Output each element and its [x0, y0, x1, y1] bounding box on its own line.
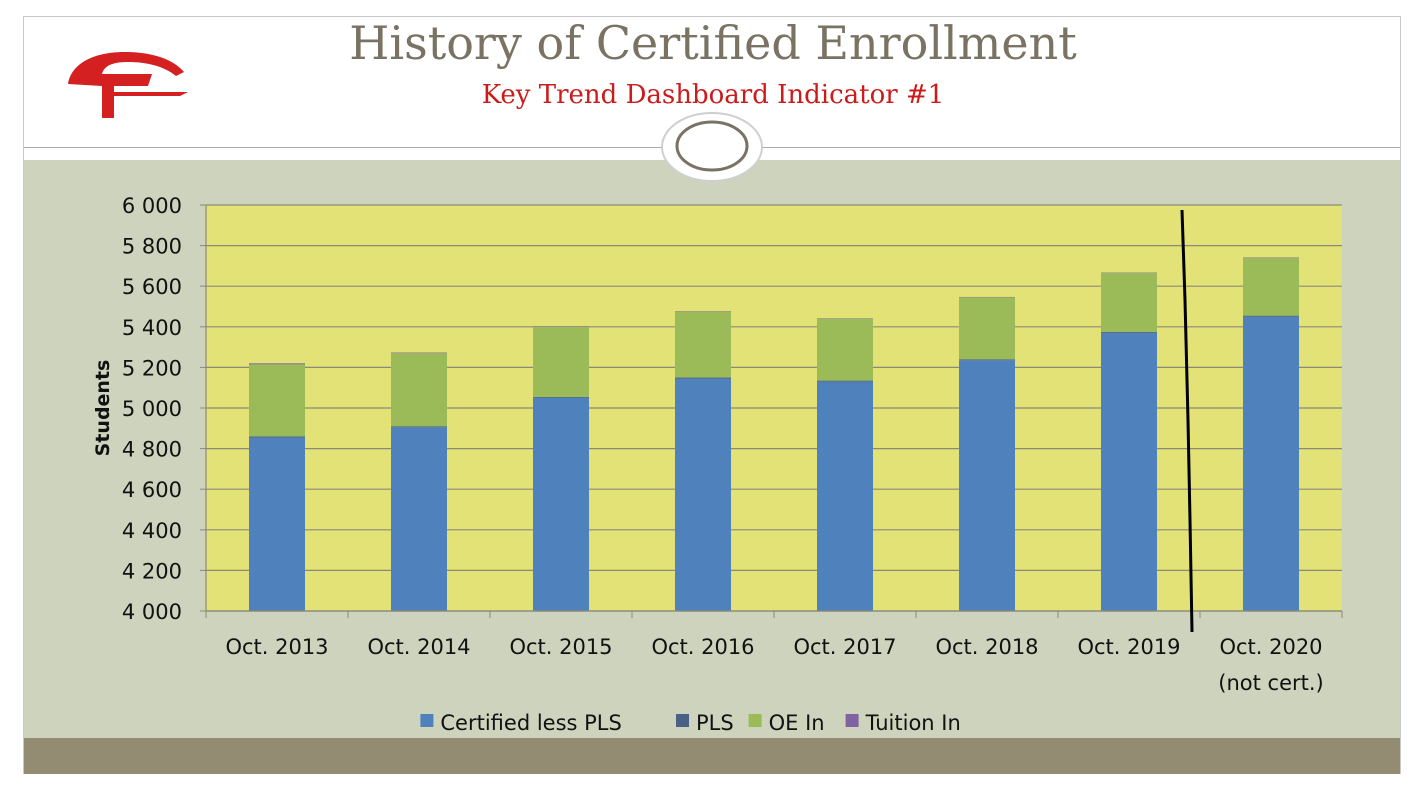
- legend-label: Certified less PLS: [440, 711, 621, 735]
- y-tick-label: 4 600: [122, 478, 182, 502]
- x-tick-labels: Oct. 2013 Oct. 2014 Oct. 2015 Oct. 2016 Oct.…: [225, 635, 1323, 695]
- x-tick-label: Oct. 2018: [935, 635, 1038, 659]
- bar-pls: [249, 436, 305, 438]
- legend-label: OE In: [769, 711, 825, 735]
- logo: [68, 52, 188, 118]
- bar-oe-in: [533, 326, 589, 397]
- forecast-divider-line: [1180, 209, 1194, 633]
- bar-certified-less-pls: [533, 397, 589, 611]
- y-tick-label: 4 400: [122, 519, 182, 543]
- bar-oe-in: [817, 318, 873, 381]
- y-tick-label: 4 800: [122, 438, 182, 462]
- x-tick-label: Oct. 2016: [651, 635, 754, 659]
- y-tick-label: 5 000: [122, 397, 182, 421]
- y-tick-label: 5 800: [122, 235, 182, 259]
- legend-swatch: [845, 714, 859, 727]
- x-tick-label: Oct. 2020: [1219, 635, 1322, 659]
- page-subtitle: Key Trend Dashboard Indicator #1: [481, 80, 945, 110]
- x-tick-label: (not cert.): [1218, 671, 1323, 695]
- bar-oe-in: [249, 364, 305, 437]
- bar-certified-less-pls: [249, 437, 305, 611]
- y-tick-label: 4 000: [122, 600, 182, 624]
- y-tick-label: 4 200: [122, 559, 182, 583]
- bar-certified-less-pls: [391, 427, 447, 611]
- legend-swatch: [676, 714, 689, 727]
- bar-certified-less-pls: [1101, 332, 1157, 611]
- bar-pls: [391, 426, 447, 428]
- header-ornament: [661, 112, 763, 182]
- bar-pls: [533, 396, 589, 398]
- bar-oe-in: [1101, 273, 1157, 332]
- page-title: History of Certified Enrollment: [349, 16, 1077, 70]
- y-axis-label: Students: [92, 360, 114, 457]
- legend-label: Tuition In: [865, 711, 961, 735]
- bar-pls: [959, 359, 1015, 361]
- bar-certified-less-pls: [1243, 316, 1299, 611]
- y-tick-label: 5 400: [122, 316, 182, 340]
- legend: Certified less PLS PLS OE In Tuition In: [420, 711, 961, 735]
- legend-swatch: [420, 714, 434, 727]
- x-tick-label: Oct. 2014: [367, 635, 470, 659]
- x-tick-label: Oct. 2019: [1077, 635, 1180, 659]
- fairfield-f-logo-icon: [68, 52, 188, 118]
- bar-pls: [1101, 331, 1157, 333]
- y-tick-label: 5 600: [122, 275, 182, 299]
- x-tick-label: Oct. 2015: [509, 635, 612, 659]
- y-tick-labels: 4 000 4 200 4 400 4 600 4 800 5 000 5 200 5 400…: [122, 194, 182, 624]
- x-tick-label: Oct. 2017: [793, 635, 896, 659]
- bar-tuition-in: [391, 352, 447, 354]
- footer-band: [24, 738, 1400, 774]
- ornament-inner-ring: [675, 120, 749, 172]
- x-tick-label: Oct. 2013: [225, 635, 328, 659]
- bar-certified-less-pls: [959, 360, 1015, 611]
- y-tick-label: 6 000: [122, 194, 182, 218]
- legend-label: PLS: [696, 711, 734, 735]
- bar-oe-in: [391, 353, 447, 427]
- bar-pls: [675, 377, 731, 379]
- legend-swatch: [748, 714, 762, 727]
- bar-tuition-in: [249, 363, 305, 365]
- bar-oe-in: [1243, 257, 1299, 316]
- bar-certified-less-pls: [817, 381, 873, 611]
- axes: [205, 205, 1343, 618]
- bars: [249, 257, 1299, 611]
- bar-oe-in: [675, 311, 731, 378]
- y-tick-label: 5 200: [122, 356, 182, 380]
- bar-certified-less-pls: [675, 378, 731, 611]
- bar-pls: [1243, 315, 1299, 317]
- bar-oe-in: [959, 297, 1015, 360]
- bar-pls: [817, 380, 873, 382]
